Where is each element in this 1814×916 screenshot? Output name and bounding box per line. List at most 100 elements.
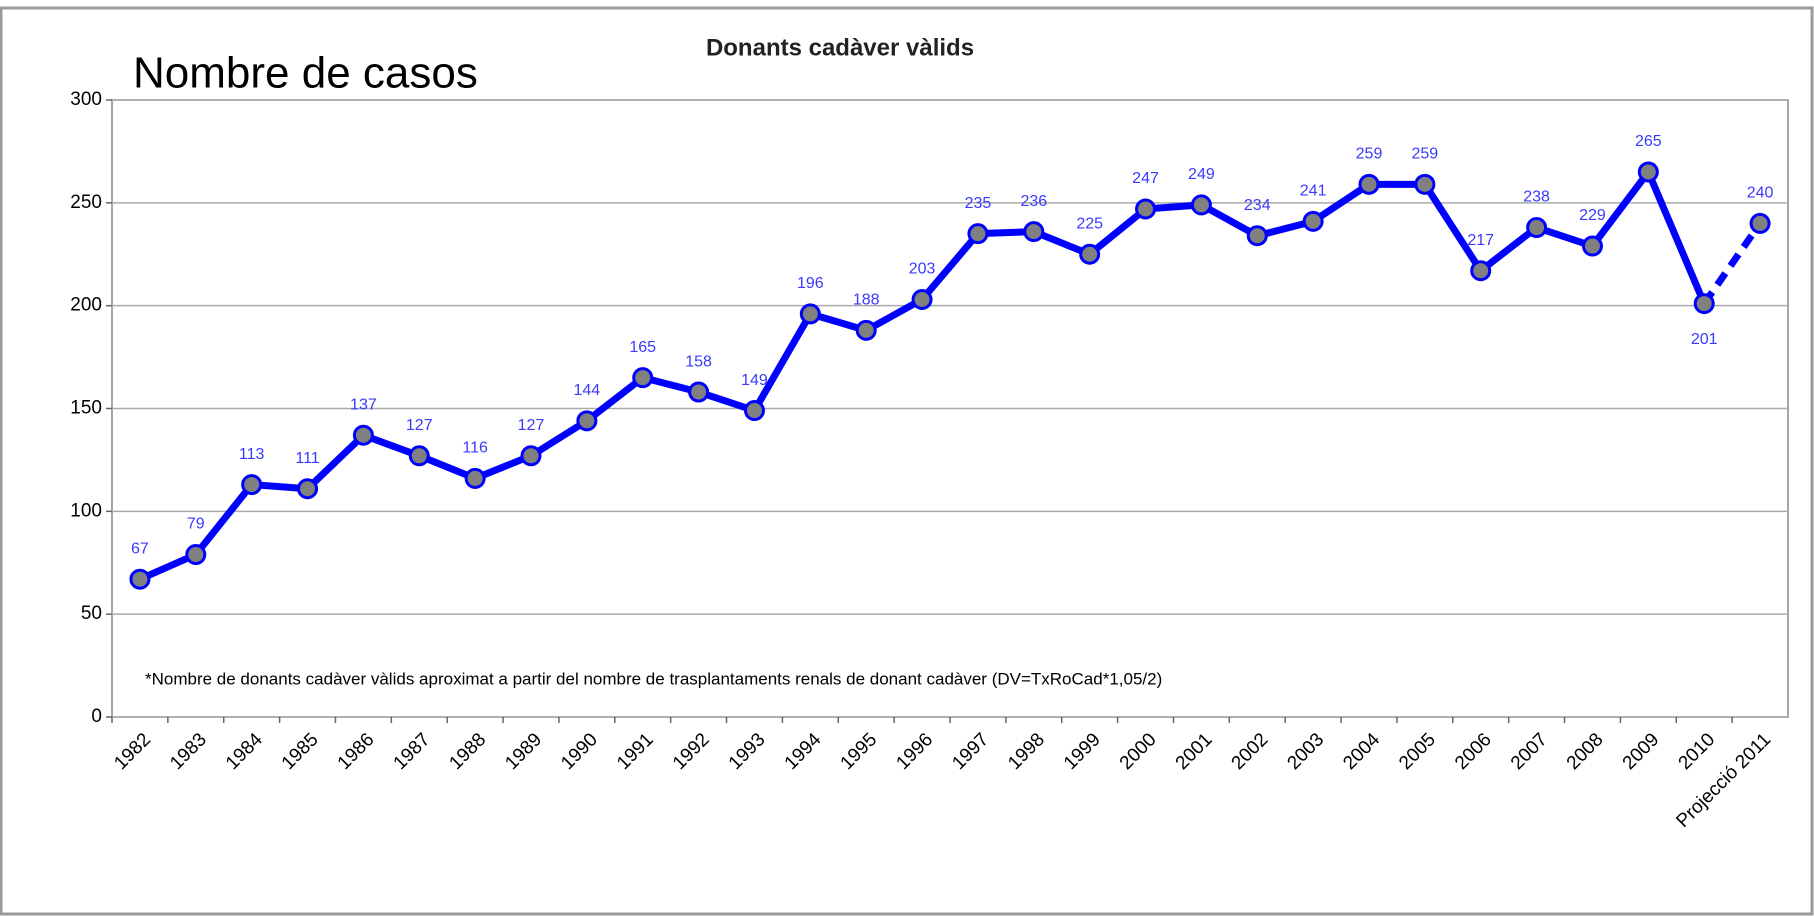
x-tick-label: 2010 [1675,729,1720,774]
x-tick-label: 2005 [1395,729,1440,774]
value-label: 165 [629,339,656,356]
x-tick-label: 1990 [557,729,602,774]
x-tick-label: 2004 [1339,729,1384,774]
value-label: 247 [1132,170,1159,187]
x-tick-label: 1986 [334,729,379,774]
marker [855,319,877,341]
value-label: 235 [965,195,992,212]
value-label: 241 [1300,183,1327,200]
value-label: 225 [1076,215,1103,232]
marker [1190,194,1212,216]
x-tick-label: 1982 [110,729,155,774]
value-label: 259 [1356,146,1383,163]
x-tick-label: 1983 [166,729,211,774]
value-label: 259 [1412,146,1439,163]
y-tick-label: 150 [70,398,102,419]
marker [1302,210,1324,232]
marker [632,367,654,389]
marker [185,544,207,566]
y-tick-label: 200 [70,295,102,316]
x-tick-label: 2000 [1116,729,1161,774]
y-tick-label: 250 [70,192,102,213]
marker [799,303,821,325]
marker [1581,235,1603,257]
value-label: 127 [518,417,545,434]
value-label: 149 [741,372,768,389]
marker [1414,173,1436,195]
value-label: 113 [239,446,265,463]
value-label: 158 [685,353,712,370]
x-tick-label: 1985 [278,729,323,774]
value-label: 196 [797,275,824,292]
x-tick-label: 1988 [445,729,490,774]
marker [408,445,430,467]
dashed-line [1701,221,1763,306]
x-tick-label: 1994 [781,729,826,774]
marker [1246,225,1268,247]
x-tick-label: 2008 [1563,729,1608,774]
value-label: 249 [1188,166,1215,183]
marker [967,223,989,245]
marker [1749,212,1771,234]
marker [743,400,765,422]
x-tick-label: 1984 [222,729,267,774]
y-tick-label: 50 [81,603,102,624]
marker [520,445,542,467]
x-tick-label: 2001 [1172,729,1217,774]
x-tick-label: 1999 [1060,729,1105,774]
value-label: 236 [1020,193,1047,210]
marker [1693,293,1715,315]
y-tick-label: 0 [91,706,102,727]
marker [1526,217,1548,239]
marker [688,381,710,403]
value-label: 188 [853,292,880,309]
x-tick-label: 1992 [669,729,714,774]
value-label: 137 [350,396,377,413]
value-label: 127 [406,417,433,434]
y-tick-label: 100 [70,500,102,521]
value-label: 265 [1635,133,1662,150]
value-label: 234 [1244,197,1271,214]
value-label: 240 [1747,185,1774,202]
marker [1079,243,1101,265]
marker [911,288,933,310]
marker [464,467,486,489]
frame [0,6,1814,916]
x-tick-label: 2007 [1507,729,1552,774]
x-tick-label: 2002 [1228,729,1273,774]
x-tick-label: 2003 [1283,729,1328,774]
chart-title: Donants cadàver vàlids [706,34,974,61]
value-label: 144 [574,382,601,399]
marker [1135,198,1157,220]
x-tick-label: 1993 [725,729,770,774]
marker [1470,260,1492,282]
x-tick-label: 1991 [613,729,658,774]
x-tick-label: 1997 [948,729,993,774]
marker [241,474,263,496]
marker [1358,173,1380,195]
value-label: 238 [1523,189,1550,206]
x-tick-label: 1998 [1004,729,1049,774]
value-label: 203 [909,261,936,278]
marker [1637,161,1659,183]
y-tick-label: 300 [70,89,102,110]
x-tick-label: 1987 [390,729,435,774]
value-label: 111 [295,450,319,467]
marker [576,410,598,432]
x-tick-label: 1996 [892,729,937,774]
y-axis-label: Nombre de casos [133,49,478,98]
x-tick-label: 2006 [1451,729,1496,774]
x-tick-label: 1989 [501,729,546,774]
value-label: 116 [462,440,488,457]
marker [1023,221,1045,243]
annotation: *Nombre de donants cadàver vàlids aproxi… [145,669,1162,688]
value-label: 67 [131,540,149,557]
x-tick-label: 1995 [837,729,882,774]
x-tick-label: 2009 [1619,729,1664,774]
marker [297,478,319,500]
marker [352,424,374,446]
value-label: 79 [187,516,205,533]
value-label: 201 [1691,331,1718,348]
value-label: 229 [1579,207,1606,224]
